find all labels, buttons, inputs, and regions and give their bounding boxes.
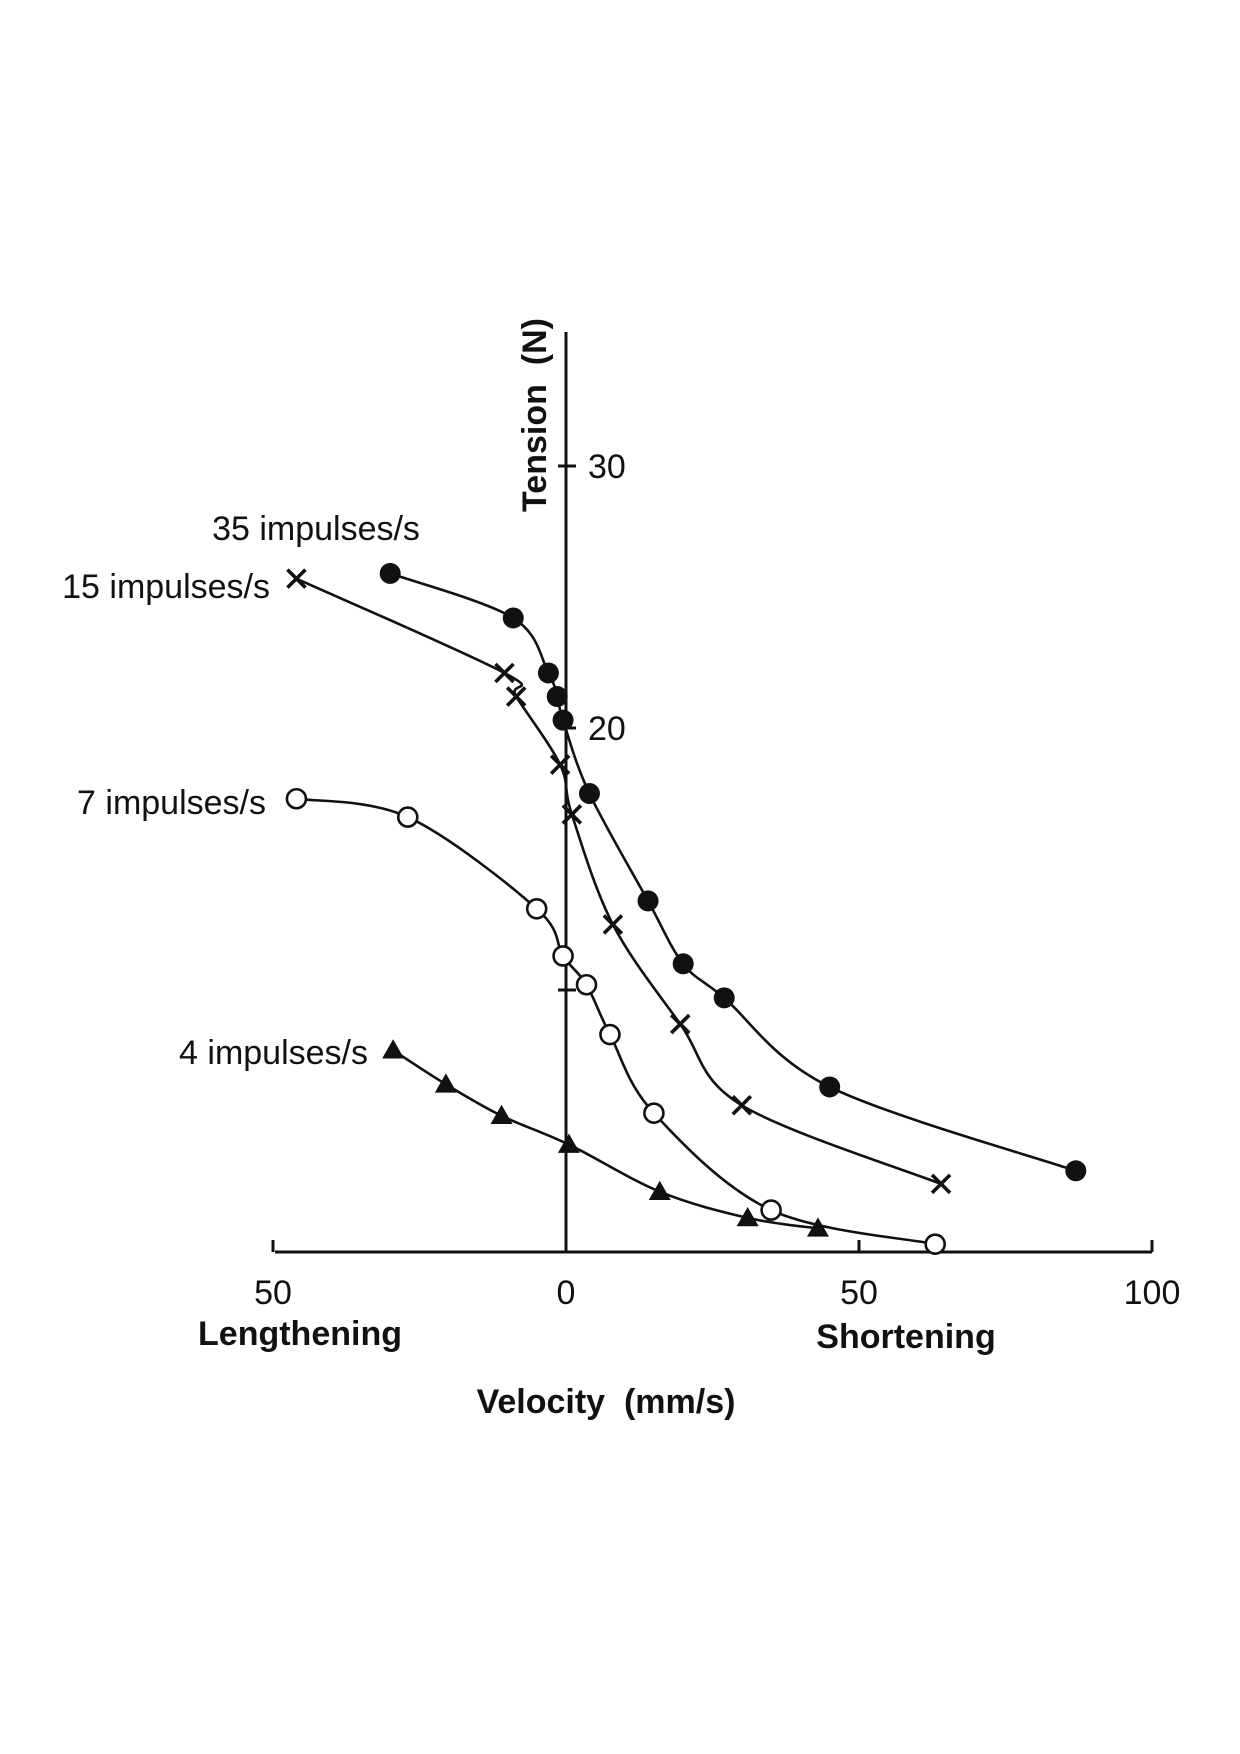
open-circle-point — [760, 1199, 782, 1221]
filled-circle-point — [502, 607, 524, 629]
open-circle-point — [396, 806, 419, 828]
x-tick-label: 50 — [254, 1274, 292, 1312]
cross-point — [505, 686, 527, 707]
x-tick-label: 100 — [1124, 1274, 1181, 1312]
cross-point — [731, 1095, 753, 1116]
cross-point — [286, 568, 307, 589]
filled-triangle-point — [382, 1039, 405, 1059]
series-label: 35 impulses/s — [212, 510, 420, 548]
cross-point — [602, 914, 624, 935]
x-axis-title: Velocity (mm/s) — [477, 1383, 736, 1421]
filled-circle-point — [546, 686, 568, 708]
y-tick-label: 30 — [588, 448, 626, 486]
filled-circle-point — [672, 953, 694, 975]
series-label: 7 impulses/s — [77, 784, 266, 822]
data-markers — [285, 562, 1087, 1255]
cross-point — [669, 1013, 691, 1035]
fitted-curves — [295, 572, 1077, 1246]
filled-circle-point — [637, 890, 659, 912]
series-curve — [296, 797, 936, 1246]
cross-point — [930, 1173, 952, 1195]
y-tick-label: 20 — [588, 710, 626, 748]
open-circle-point — [924, 1233, 946, 1255]
filled-circle-point — [578, 783, 600, 804]
filled-circle-point — [379, 562, 401, 584]
filled-circle-point — [713, 987, 735, 1009]
shortening-label: Shortening — [816, 1318, 995, 1356]
cross-point — [561, 804, 583, 825]
series-curve — [389, 572, 1077, 1173]
lengthening-label: Lengthening — [198, 1315, 402, 1353]
chart-labels: 50 0 50 100 20 30 Tension (N) Velocity (mm/s) Le… — [62, 318, 1180, 1421]
filled-triangle-point — [648, 1180, 671, 1200]
x-tick-label: 50 — [840, 1274, 878, 1312]
filled-circle-point — [537, 662, 559, 684]
filled-triangle-point — [434, 1073, 457, 1093]
open-circle-point — [552, 945, 574, 967]
series-label: 4 impulses/s — [179, 1034, 368, 1072]
filled-triangle-point — [557, 1133, 580, 1153]
open-circle-point — [285, 787, 308, 810]
open-circle-point — [575, 973, 598, 996]
filled-circle-point — [552, 709, 574, 731]
cross-point — [549, 754, 571, 775]
open-circle-point — [599, 1023, 621, 1046]
x-tick-label: 0 — [557, 1274, 576, 1312]
series-label: 15 impulses/s — [62, 568, 270, 606]
filled-circle-point — [1065, 1160, 1087, 1182]
filled-triangle-point — [806, 1217, 829, 1237]
filled-circle-point — [819, 1076, 841, 1098]
cross-point — [494, 662, 515, 684]
filled-triangle-point — [736, 1206, 759, 1227]
axes — [271, 332, 1154, 1254]
y-axis-title: Tension (N) — [516, 318, 554, 512]
open-circle-point — [643, 1102, 665, 1124]
filled-triangle-point — [490, 1104, 513, 1125]
open-circle-point — [525, 897, 548, 920]
